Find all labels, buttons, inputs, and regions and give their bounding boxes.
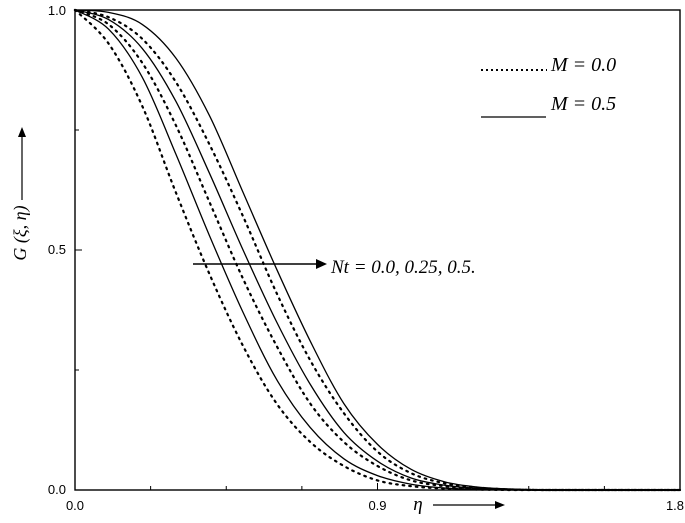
y-tick-label: 0.5 <box>48 242 66 257</box>
annotation-text: Nt = 0.0, 0.25, 0.5. <box>330 257 476 278</box>
y-axis-arrowhead <box>18 127 26 137</box>
x-axis-label: η <box>413 494 422 515</box>
y-tick-label: 1.0 <box>48 3 66 18</box>
legend-label: M = 0.0 <box>550 54 616 76</box>
series-line-dotted-0 <box>73 8 682 492</box>
axis-ticks <box>74 9 681 491</box>
series-line-solid-5 <box>74 9 680 491</box>
x-tick-label: 0.0 <box>66 498 84 513</box>
x-tick-label: 1.8 <box>666 498 684 513</box>
series-line-solid-3 <box>74 9 680 491</box>
series-line-dotted-4 <box>73 8 682 492</box>
annotation-arrowhead <box>316 259 327 269</box>
x-axis-arrowhead <box>495 501 505 509</box>
legend-label: M = 0.5 <box>550 93 616 115</box>
y-tick-label: 0.0 <box>48 482 66 497</box>
series-group <box>73 8 682 492</box>
y-axis-label: G (ξ, η) <box>10 205 31 260</box>
y-tick-labels: 0.0 0.5 1.0 <box>48 3 66 497</box>
x-tick-label: 0.9 <box>368 498 386 513</box>
x-tick-labels: 0.0 0.9 1.8 <box>66 498 684 513</box>
annotation: Nt = 0.0, 0.25, 0.5. <box>193 257 476 278</box>
legend: M = 0.0 M = 0.5 <box>481 54 616 118</box>
